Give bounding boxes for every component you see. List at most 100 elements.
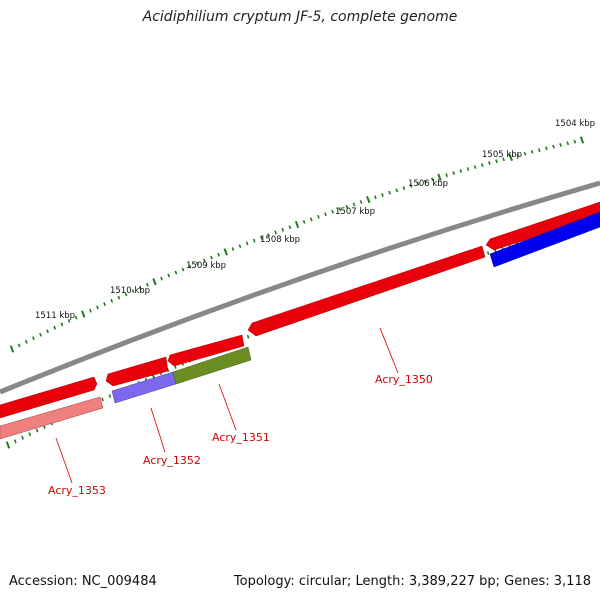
scale-tick xyxy=(32,336,35,341)
scale-tick xyxy=(231,247,235,251)
tick-label: 1509 kbp xyxy=(186,261,226,271)
scale-tick xyxy=(39,332,42,337)
scale-tick xyxy=(281,227,285,232)
scale-tick xyxy=(302,220,306,224)
scale-tick xyxy=(181,267,185,272)
scale-tick xyxy=(423,179,427,184)
scale-tick xyxy=(28,432,32,437)
scale-tick xyxy=(431,177,434,182)
scale-labels: 1504 kbp 1505 kbp 1506 kbp 1507 kbp 1508… xyxy=(35,119,595,321)
scale-tick xyxy=(152,278,157,286)
scale-tick xyxy=(217,252,220,257)
scale-tick xyxy=(445,173,448,178)
scale-tick xyxy=(131,289,135,294)
scale-tick xyxy=(96,305,99,310)
gene-label-acry-1352[interactable]: Acry_1352 xyxy=(143,454,201,467)
scale-tick xyxy=(495,159,498,164)
scale-tick xyxy=(345,204,349,209)
scale-tick xyxy=(146,282,149,287)
scale-tick xyxy=(516,153,520,158)
accession-text: Accession: NC_009484 xyxy=(9,574,157,589)
scale-tick xyxy=(324,212,327,217)
scale-tick xyxy=(260,235,263,240)
scale-tick xyxy=(452,171,456,175)
scale-tick xyxy=(203,258,206,263)
scale-tick xyxy=(110,298,114,303)
tick-label: 1511 kbp xyxy=(35,311,75,321)
scale-tick xyxy=(124,292,128,297)
gene-labels: Acry_1350 Acry_1351 Acry_1352 Acry_1353 xyxy=(48,373,433,497)
scale-tick xyxy=(573,139,577,144)
scale-tick xyxy=(167,273,171,278)
gene-label-acry-1350[interactable]: Acry_1350 xyxy=(375,373,433,386)
leader-acry-1350 xyxy=(379,327,399,374)
scale-tick xyxy=(480,163,484,167)
scale-tick xyxy=(502,157,505,162)
cds-forward-1350[interactable] xyxy=(247,245,486,337)
scale-tick xyxy=(89,308,92,313)
scale-tick xyxy=(117,295,121,300)
scale-tick xyxy=(473,165,477,169)
scale-tick xyxy=(459,169,463,173)
genome-backbone xyxy=(0,180,600,395)
scale-tick xyxy=(359,200,363,204)
scale-tick xyxy=(138,286,142,290)
scale-tick xyxy=(267,233,270,238)
scale-tick xyxy=(545,146,548,151)
tick-label: 1507 kbp xyxy=(335,207,375,217)
scale-tick xyxy=(374,195,377,200)
tick-label: 1510 kbp xyxy=(110,286,150,296)
tick-label: 1504 kbp xyxy=(555,119,595,129)
cds-reverse-1351[interactable] xyxy=(172,346,252,385)
reverse-track xyxy=(0,211,600,440)
scale-tick xyxy=(195,261,199,266)
scale-tick xyxy=(537,148,541,153)
cds-reverse-1349[interactable] xyxy=(489,211,600,268)
scale-tick xyxy=(17,343,21,348)
leader-acry-1351 xyxy=(218,383,237,431)
scale-tick xyxy=(188,264,192,269)
scale-tick xyxy=(366,195,371,204)
cds-forward-1351[interactable] xyxy=(167,334,245,367)
gene-label-acry-1353[interactable]: Acry_1353 xyxy=(48,484,106,497)
scale-tick xyxy=(486,251,490,256)
outer-scale xyxy=(9,136,585,353)
leader-acry-1352 xyxy=(150,407,166,453)
scale-tick xyxy=(352,202,356,207)
gene-label-acry-1351[interactable]: Acry_1351 xyxy=(212,431,270,444)
scale-tick xyxy=(245,241,249,246)
tick-label: 1505 kbp xyxy=(482,150,522,160)
cds-forward-1353[interactable] xyxy=(0,376,98,419)
scale-tick xyxy=(552,144,555,149)
scale-tick xyxy=(488,161,491,165)
scale-tick xyxy=(409,184,413,188)
scale-tick xyxy=(24,339,28,344)
scale-tick xyxy=(559,143,562,147)
scale-tick xyxy=(5,441,11,449)
scale-tick xyxy=(288,225,292,230)
scale-tick xyxy=(294,220,300,229)
scale-tick xyxy=(274,230,277,235)
page-title: Acidiphilium cryptum JF-5, complete geno… xyxy=(142,9,458,25)
scale-tick xyxy=(35,428,39,433)
scale-tick xyxy=(174,270,178,275)
scale-tick xyxy=(246,334,250,339)
scale-tick xyxy=(81,310,86,318)
scale-tick xyxy=(13,439,17,444)
tick-label: 1506 kbp xyxy=(408,179,448,189)
scale-tick xyxy=(466,167,470,171)
scale-tick xyxy=(566,141,570,146)
forward-track xyxy=(0,201,600,419)
scale-tick xyxy=(381,193,384,197)
cds-reverse-1353[interactable] xyxy=(0,396,104,440)
tick-label: 1508 kbp xyxy=(260,235,300,245)
cds-forward-1352[interactable] xyxy=(105,356,169,387)
scale-tick xyxy=(416,181,420,186)
scale-tick xyxy=(108,394,112,399)
scale-tick xyxy=(309,217,313,222)
scale-tick xyxy=(101,397,104,402)
scale-tick xyxy=(60,322,64,327)
scale-tick xyxy=(530,150,534,154)
scale-tick xyxy=(74,315,78,320)
